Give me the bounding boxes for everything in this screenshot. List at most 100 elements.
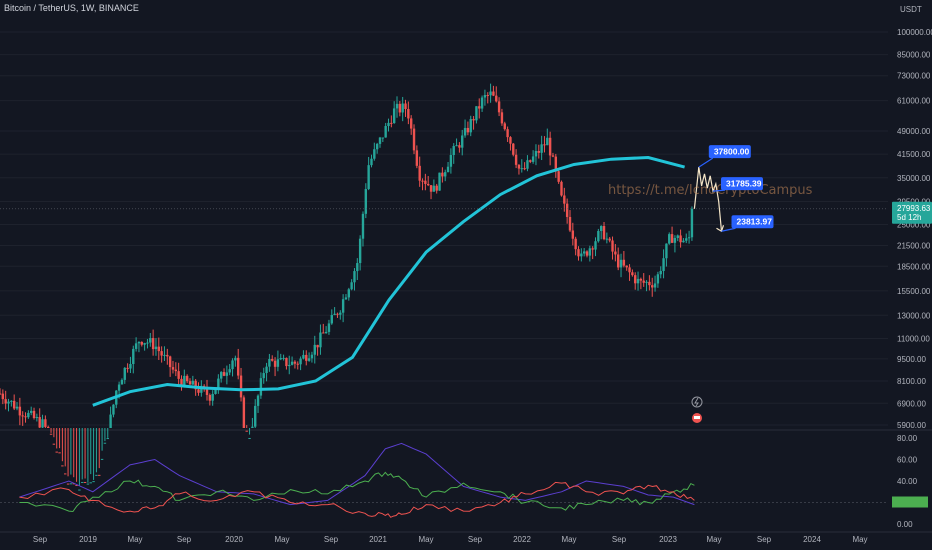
candle-body: [333, 313, 336, 316]
candle-body: [132, 348, 135, 365]
candle-body: [38, 417, 41, 428]
candle-body: [634, 275, 637, 284]
last-price-badge-bg: [892, 201, 932, 224]
candle-body: [234, 357, 237, 361]
candle-body: [435, 185, 438, 191]
candle-body: [673, 237, 677, 243]
candle-body: [679, 235, 682, 243]
candle-body: [429, 185, 433, 192]
minus-di-line: [19, 481, 695, 518]
candle-body: [574, 238, 577, 250]
candle-body: [469, 119, 472, 133]
candle-body: [599, 226, 603, 232]
candle-body: [0, 393, 2, 395]
candle-body: [512, 143, 515, 155]
candle-body: [279, 358, 282, 360]
candle-body: [668, 234, 671, 244]
price-axis[interactable]: 100000.00 85000.00 73000.00 61000.00 49000.0…: [897, 28, 932, 430]
price-tick-label: 11000.00: [897, 334, 930, 343]
candle-body: [282, 357, 285, 359]
callout-label: 37800.00: [714, 147, 750, 157]
candle-body: [602, 226, 606, 240]
time-tick-label: 2020: [225, 535, 243, 544]
candle-body: [89, 482, 92, 484]
candle-body: [492, 91, 495, 96]
candle-body: [373, 149, 376, 159]
candle-body: [568, 216, 572, 231]
candle-body: [520, 168, 523, 170]
time-tick-label: Sep: [177, 535, 192, 544]
candle-body: [81, 481, 84, 483]
candle-body: [341, 299, 345, 313]
time-tick-label: 2024: [803, 535, 821, 544]
candle-body: [160, 351, 163, 356]
candle-body: [534, 150, 538, 157]
time-tick-label: 2021: [369, 535, 387, 544]
candle-body: [543, 144, 546, 146]
candle-body: [106, 438, 109, 440]
candle-body: [523, 168, 526, 170]
candle-body: [628, 267, 631, 273]
candle-body: [580, 253, 583, 257]
candle-body: [86, 483, 90, 485]
candle-body: [15, 406, 19, 409]
callout-pointer: [712, 189, 726, 192]
candle-body: [486, 95, 489, 97]
candle-body: [44, 419, 47, 427]
candle-body: [100, 458, 104, 460]
candle-body: [529, 160, 532, 162]
candle-body: [585, 251, 589, 256]
candle-body: [653, 283, 657, 288]
price-tick-label: 35000.00: [897, 174, 931, 183]
candle-body: [285, 357, 288, 367]
earnings-glyph: [694, 416, 700, 419]
time-tick-label: Sep: [324, 535, 339, 544]
price-tick-label: 41500.00: [897, 150, 931, 159]
candle-body: [554, 156, 558, 172]
candle-body: [375, 143, 379, 150]
candle-body: [75, 484, 78, 486]
candle-body: [690, 208, 694, 238]
candle-body: [526, 160, 529, 169]
candle-body: [143, 343, 146, 345]
candle-body: [336, 313, 339, 315]
candle-body: [205, 388, 209, 395]
candle-body: [648, 281, 651, 286]
callout-pointer: [721, 227, 736, 232]
grid: [0, 31, 932, 431]
candle-body: [259, 378, 263, 396]
candle-body: [305, 354, 308, 361]
candle-body: [268, 358, 271, 367]
price-tick-label: 15500.00: [897, 287, 931, 296]
alert-icons[interactable]: [691, 396, 703, 423]
candle-body: [412, 128, 416, 151]
time-tick-label: 2019: [79, 535, 97, 544]
candle-body: [228, 369, 231, 373]
candle-body: [500, 112, 504, 124]
candle-body: [548, 137, 552, 156]
candle-body: [662, 258, 665, 271]
candle-body: [211, 393, 214, 401]
candle-body: [560, 181, 563, 196]
projection-line: [693, 167, 723, 232]
callout-box: [731, 215, 774, 229]
candle-body: [656, 274, 660, 284]
candle-body: [32, 410, 36, 419]
candle-body: [29, 410, 33, 413]
time-axis[interactable]: Sep 2019 May Sep 2020 May Sep 2021 May Sep 2022 May…: [0, 531, 932, 544]
candle-body: [395, 103, 399, 109]
candle-body: [475, 106, 478, 121]
time-tick-label: May: [127, 535, 142, 544]
candle-body: [41, 419, 44, 428]
candle-body: [151, 338, 155, 350]
candle-body: [254, 405, 257, 427]
candle-body: [478, 106, 481, 109]
currency-label: USDT: [900, 5, 922, 14]
flash-glyph: [694, 397, 699, 407]
candle-body: [24, 416, 27, 418]
candle-body: [563, 195, 566, 204]
candle-body: [591, 248, 594, 250]
price-tick-label: 9500.00: [897, 355, 926, 364]
candle-body: [415, 150, 419, 166]
